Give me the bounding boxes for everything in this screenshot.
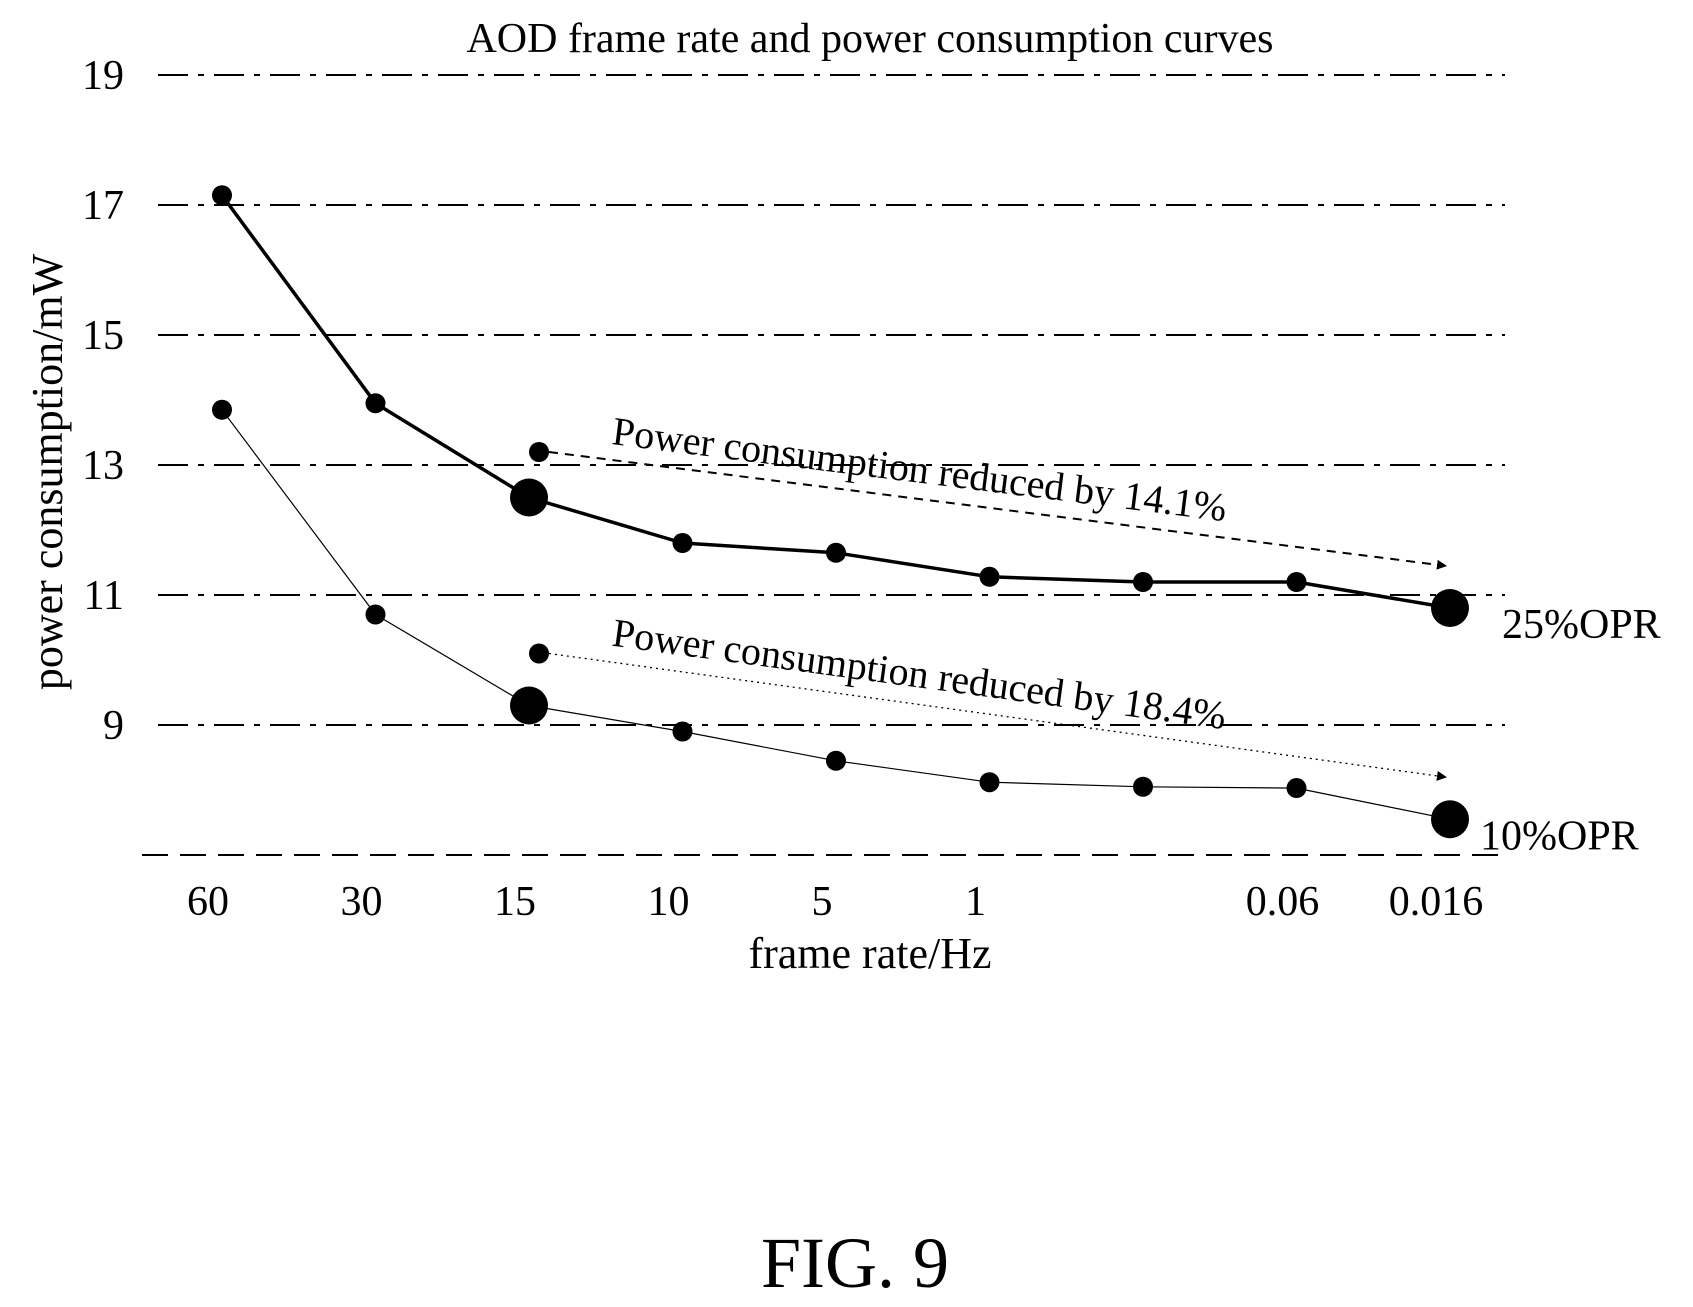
x-tick-label: 0.06: [1246, 879, 1320, 925]
data-point: [979, 772, 1000, 793]
data-point: [1133, 572, 1153, 592]
y-tick-label: 19: [82, 53, 124, 99]
annotation-start-point: [529, 643, 549, 664]
data-point: [672, 721, 693, 742]
data-point: [212, 185, 232, 206]
annotation-text: Power consumption reduced by 18.4%: [610, 610, 1229, 738]
data-point: [672, 533, 693, 553]
series-label: 10%OPR: [1480, 813, 1639, 859]
x-tick-label: 30: [341, 879, 383, 925]
y-tick-label: 13: [82, 443, 124, 489]
y-tick-label: 17: [82, 183, 124, 229]
y-tick-label: 11: [84, 573, 124, 619]
y-axis-label: power consumption/mW: [23, 253, 72, 690]
figure-label: FIG. 9: [761, 1223, 949, 1303]
y-tick-labels: 9 11 13 15 17 19: [82, 53, 124, 749]
data-point: [365, 604, 386, 625]
data-points: [212, 185, 1469, 839]
y-tick-label: 15: [82, 313, 124, 359]
data-point: [510, 478, 548, 517]
x-tick-label: 5: [812, 879, 833, 925]
data-point: [1431, 589, 1469, 627]
data-point: [826, 750, 846, 771]
x-tick-label: 60: [187, 879, 229, 925]
data-point: [979, 566, 1000, 587]
annotation-text: Power consumption reduced by 14.1%: [610, 408, 1230, 530]
x-tick-label: 0.016: [1389, 879, 1484, 925]
data-point: [510, 686, 548, 725]
series-label: 25%OPR: [1502, 602, 1661, 648]
data-point: [1431, 800, 1469, 839]
chart-title: AOD frame rate and power consumption cur…: [466, 16, 1273, 62]
annotations: Power consumption reduced by 14.1% Power …: [529, 408, 1447, 781]
annotation-start-point: [529, 442, 549, 462]
data-point: [1286, 778, 1307, 799]
x-tick-label: 10: [648, 879, 690, 925]
annotation-arrow: [548, 451, 1447, 570]
data-point: [826, 542, 846, 563]
data-point: [365, 393, 386, 414]
x-tick-label: 1: [965, 879, 986, 925]
x-axis-label: frame rate/Hz: [748, 929, 991, 978]
x-tick-label: 15: [494, 879, 536, 925]
data-point: [1286, 572, 1307, 592]
data-point: [1133, 776, 1153, 797]
series-labels: 25%OPR 10%OPR: [1480, 602, 1661, 859]
y-tick-label: 9: [103, 703, 124, 749]
gridlines: [142, 74, 1505, 856]
x-tick-labels: 60 30 15 10 5 1 0.06 0.016: [187, 879, 1483, 925]
annotation-arrow: [548, 652, 1447, 781]
data-point: [212, 399, 232, 420]
